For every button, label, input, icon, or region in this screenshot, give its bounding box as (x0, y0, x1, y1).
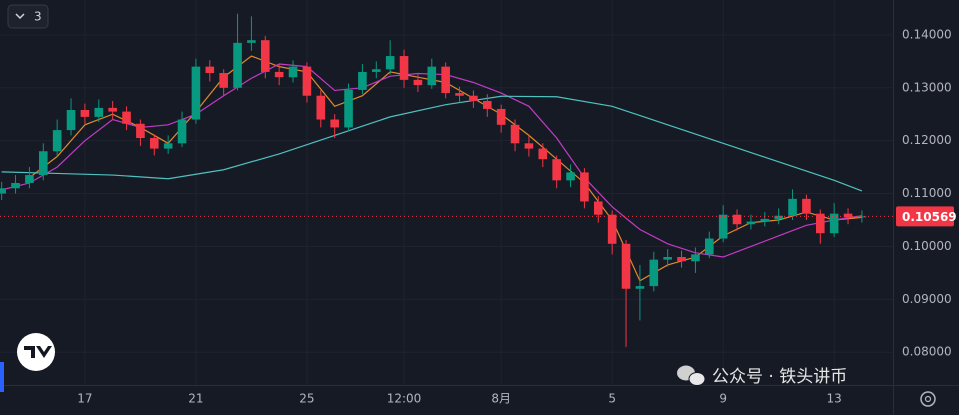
candle-body (66, 110, 76, 131)
candle-body (413, 79, 423, 86)
candle-body (621, 243, 631, 289)
side-tab[interactable] (0, 362, 4, 392)
candle-body (163, 143, 173, 149)
y-tick-label: 0.09000 (902, 292, 952, 306)
moving-average (1, 95, 863, 192)
candle-body (11, 182, 20, 189)
last-price-box (896, 206, 954, 227)
y-tick-label: 0.08000 (902, 345, 952, 359)
candle-body (663, 257, 672, 260)
candle-body (718, 214, 728, 239)
candle-body (802, 198, 811, 214)
settings-button[interactable] (920, 391, 936, 407)
logo-mark (24, 346, 52, 358)
candle-body (122, 111, 131, 124)
x-tick-label: 21 (188, 392, 203, 406)
candle-body (607, 214, 617, 244)
candle-body (843, 213, 853, 218)
gear-center (924, 395, 932, 403)
candle-body (704, 238, 714, 255)
candle-body (635, 286, 645, 289)
candle-body (358, 71, 367, 90)
candle-body (524, 143, 534, 149)
gear-icon[interactable] (920, 391, 936, 407)
candle-body (330, 119, 339, 128)
y-tick-label: 0.11000 (902, 186, 952, 200)
candle-body (427, 66, 437, 86)
y-tick-label: 0.13000 (902, 80, 952, 94)
candle-body (219, 72, 228, 88)
x-tick-label: 17 (77, 392, 92, 406)
candle-body (80, 110, 90, 117)
candle-body (566, 172, 575, 181)
tv-logo[interactable] (17, 333, 55, 371)
candle-body (774, 215, 783, 219)
candle-body (302, 66, 312, 96)
candle-body (482, 101, 492, 109)
candle-body (580, 172, 589, 202)
candle-body (288, 66, 298, 78)
candle-body (857, 216, 867, 218)
candle-body (247, 40, 256, 43)
x-tick-label: 9 (719, 392, 727, 406)
axes: 0.08000 0.09000 0.10000 0.11000 0.12000 0.130… (0, 27, 957, 406)
candle-body (399, 56, 409, 80)
candle-body (552, 159, 561, 181)
candle-body (469, 95, 478, 102)
candle-body (108, 107, 117, 112)
candle-body (649, 259, 659, 287)
candle-body (815, 213, 825, 234)
toggle-box[interactable] (7, 4, 49, 29)
x-tick-label: 12:00 (387, 392, 422, 406)
x-tick-label: 5 (608, 392, 616, 406)
candle-body (371, 69, 381, 72)
indicator-count: 3 (34, 10, 42, 24)
candle-body (746, 221, 756, 225)
candle-body (0, 188, 6, 194)
candle-body (25, 175, 34, 183)
candle-body (677, 257, 686, 262)
candle-body (732, 214, 742, 225)
x-tick-label: 8月 (491, 392, 511, 406)
candle-body (260, 40, 270, 72)
candle-body (149, 138, 159, 149)
x-tick-label: 13 (827, 392, 842, 406)
candle-body (510, 124, 520, 144)
candle-body (191, 66, 201, 120)
candle-body (274, 71, 284, 78)
x-tick-label: 25 (299, 392, 314, 406)
candle-body (38, 151, 48, 176)
candle-body (691, 254, 700, 262)
last-price-label: 0.10569 (902, 210, 957, 224)
y-tick-label: 0.14000 (902, 27, 952, 41)
indicator-toggle[interactable]: 3 (7, 4, 49, 29)
candle-body (760, 218, 770, 222)
y-tick-label: 0.12000 (902, 133, 952, 147)
candle-body (829, 213, 839, 234)
wechat-bubble (688, 372, 706, 386)
candle-body (177, 119, 187, 144)
candle-body (441, 66, 450, 94)
candle-body (94, 107, 104, 117)
candle-body (316, 95, 326, 120)
candle-body (593, 201, 603, 215)
candle-body (205, 66, 215, 73)
candle-body (344, 89, 353, 128)
chevron-icon (15, 13, 25, 20)
y-tick-label: 0.10000 (902, 239, 952, 253)
logo-circle[interactable] (17, 333, 55, 371)
candle-body (496, 108, 506, 125)
candle-body (136, 123, 145, 139)
watermark-text: 公众号 · 铁头讲币 (712, 367, 847, 387)
watermark: 公众号 · 铁头讲币 (677, 365, 847, 387)
candle-body (788, 198, 797, 216)
candle-body (52, 130, 62, 152)
candles (0, 13, 867, 347)
candle-body (455, 93, 464, 96)
candle-body (385, 56, 395, 70)
candle-body (233, 42, 242, 88)
candle-body (538, 148, 548, 160)
